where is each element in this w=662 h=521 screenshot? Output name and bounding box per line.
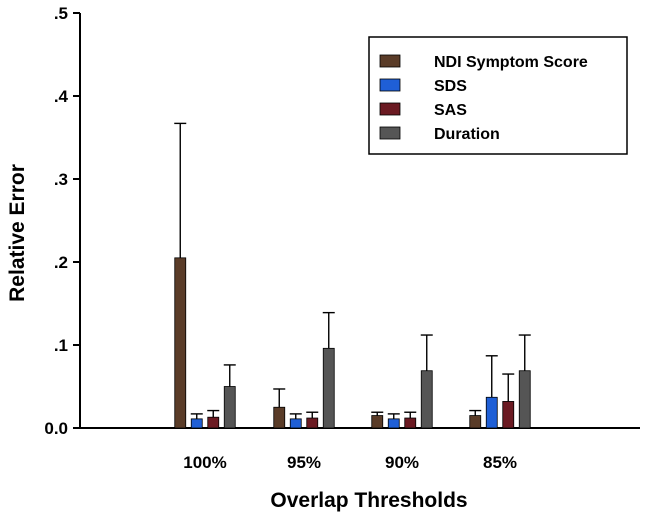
y-tick-label: .4: [54, 87, 69, 106]
bar-sas: [306, 417, 319, 429]
x-axis-title: Overlap Thresholds: [270, 489, 467, 512]
y-tick-label: .3: [54, 170, 68, 189]
y-tick-label: .5: [54, 4, 68, 23]
bar-duration: [223, 386, 236, 429]
y-axis-title: Relative Error: [6, 164, 29, 302]
x-axis-ticks: 100% 95% 90% 85%: [183, 453, 517, 472]
bar-ndi-symptom-score: [469, 415, 482, 429]
legend-box: [368, 36, 628, 155]
legend-label: SAS: [434, 102, 467, 119]
bar-sas: [207, 416, 220, 429]
legend-swatch: [379, 78, 401, 92]
legend-label: NDI Symptom Score: [434, 54, 588, 71]
bar-sds: [387, 418, 400, 429]
x-tick-label: 95%: [287, 453, 321, 472]
x-tick-label: 85%: [483, 453, 517, 472]
bar-sas: [404, 417, 417, 429]
bar-sds: [289, 418, 302, 429]
y-tick-label: 0.0: [44, 419, 68, 438]
x-tick-label: 100%: [183, 453, 226, 472]
bar-sds: [485, 396, 498, 429]
bar-sas: [502, 401, 515, 429]
legend-swatch: [379, 126, 401, 140]
bars-layer: [174, 122, 531, 429]
legend: NDI Symptom Score SDS SAS Duration: [368, 36, 628, 155]
bar-duration: [518, 370, 531, 429]
legend-label: Duration: [434, 126, 500, 143]
legend-swatch: [379, 102, 401, 116]
bar-ndi-symptom-score: [371, 415, 384, 429]
bar-duration: [420, 370, 433, 429]
y-tick-label: .1: [54, 336, 68, 355]
bar-ndi-symptom-score: [273, 406, 286, 429]
y-axis-ticks: 0.0 .1 .2 .3 .4 .5: [44, 4, 80, 438]
y-tick-label: .2: [54, 253, 68, 272]
legend-label: SDS: [434, 78, 467, 95]
bar-sds: [190, 418, 203, 429]
legend-swatch: [379, 54, 401, 68]
bar-ndi-symptom-score: [174, 257, 187, 429]
axes-layer: [79, 13, 640, 429]
x-tick-label: 90%: [385, 453, 419, 472]
bar-duration: [322, 347, 335, 429]
